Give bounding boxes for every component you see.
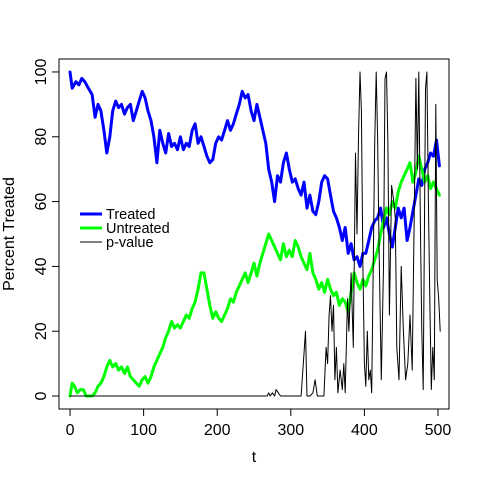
- y-tick-label: 40: [33, 257, 50, 275]
- x-tick-label: 200: [204, 422, 231, 439]
- x-tick-label: 500: [425, 422, 452, 439]
- x-tick-label: 400: [351, 422, 378, 439]
- y-axis: 0 20 40 60 80 100: [33, 59, 60, 400]
- y-tick-label: 0: [33, 391, 50, 400]
- plot-lines: [68, 70, 441, 398]
- y-axis-label: Percent Treated: [1, 177, 18, 291]
- legend-label: Treated: [106, 207, 155, 223]
- y-tick-label: 60: [33, 193, 50, 211]
- series-line-p-value: [69, 71, 441, 397]
- x-tick-label: 0: [66, 422, 75, 439]
- series-line-treated: [68, 70, 441, 268]
- y-tick-label: 100: [33, 59, 50, 86]
- x-axis: 0 100 200 300 400 500: [66, 408, 452, 439]
- legend-label: Untreated: [106, 221, 170, 237]
- x-tick-label: 300: [277, 422, 304, 439]
- y-tick-label: 20: [33, 322, 50, 340]
- x-tick-label: 100: [130, 422, 157, 439]
- y-tick-label: 80: [33, 128, 50, 146]
- x-axis-label: t: [252, 449, 257, 466]
- series-line-untreated: [68, 154, 441, 398]
- legend-label: p-value: [106, 235, 154, 251]
